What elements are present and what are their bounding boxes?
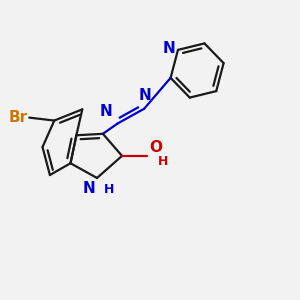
Text: Br: Br bbox=[9, 110, 28, 124]
Text: O: O bbox=[149, 140, 162, 155]
Text: N: N bbox=[162, 41, 175, 56]
Text: N: N bbox=[83, 181, 95, 196]
Text: H: H bbox=[158, 155, 169, 168]
Text: N: N bbox=[138, 88, 151, 104]
Text: H: H bbox=[103, 183, 114, 196]
Text: N: N bbox=[100, 104, 112, 119]
